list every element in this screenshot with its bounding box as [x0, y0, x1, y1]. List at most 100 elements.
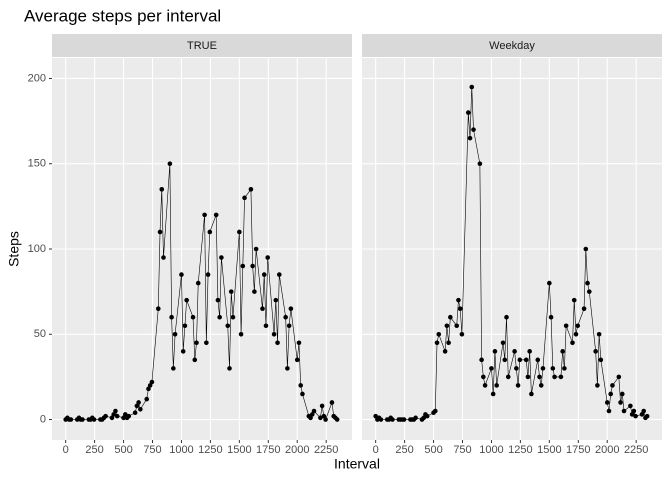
point: [621, 408, 627, 414]
point: [169, 314, 174, 320]
point: [238, 331, 244, 337]
point: [144, 396, 150, 402]
x-tick-label: 2250: [314, 444, 338, 456]
point: [562, 366, 567, 371]
point: [192, 357, 198, 363]
point: [442, 349, 448, 354]
point: [250, 263, 255, 269]
point: [548, 314, 554, 320]
point: [459, 331, 465, 337]
point: [479, 357, 484, 363]
point: [263, 323, 269, 329]
point: [219, 255, 224, 260]
point: [205, 272, 211, 277]
y-tick-label: 100: [28, 243, 46, 255]
point: [457, 306, 463, 311]
point: [618, 400, 623, 405]
point: [261, 272, 267, 277]
point: [538, 383, 544, 388]
x-tick-label: 250: [85, 444, 103, 456]
point: [121, 415, 126, 421]
point: [593, 349, 598, 354]
point: [482, 383, 488, 388]
point: [283, 314, 288, 320]
point: [432, 408, 438, 414]
point: [179, 272, 184, 277]
point: [296, 340, 302, 346]
point: [138, 407, 143, 412]
x-tick-label: 1500: [227, 444, 251, 456]
point: [644, 413, 650, 419]
point: [540, 366, 546, 371]
point: [504, 314, 509, 320]
point: [225, 323, 231, 329]
facet-label: TRUE: [187, 40, 217, 52]
point: [448, 314, 453, 320]
point: [467, 135, 473, 141]
point: [237, 229, 242, 235]
x-tick-label: 1500: [537, 444, 561, 456]
point: [286, 323, 292, 329]
x-axis-label: Interval: [334, 456, 380, 472]
point: [573, 331, 579, 337]
point: [298, 383, 304, 388]
point: [202, 212, 207, 218]
point: [527, 349, 532, 354]
point: [490, 391, 496, 397]
point: [494, 383, 499, 388]
point: [161, 255, 166, 260]
point: [629, 412, 635, 417]
point: [180, 349, 186, 354]
point: [134, 403, 140, 409]
point: [253, 246, 259, 252]
point: [228, 289, 234, 294]
x-tick-label: 2000: [595, 444, 619, 456]
point: [318, 415, 323, 421]
point: [529, 391, 534, 397]
point: [585, 280, 590, 286]
x-tick-label: 2000: [285, 444, 309, 456]
point: [604, 400, 610, 405]
point: [294, 357, 300, 363]
point: [276, 272, 282, 277]
point: [265, 255, 271, 260]
point: [505, 374, 511, 380]
point: [194, 340, 199, 346]
point: [401, 417, 407, 422]
point: [300, 391, 305, 397]
point: [512, 349, 517, 354]
point: [319, 403, 325, 409]
facet-strip: [52, 34, 352, 57]
point: [489, 366, 494, 371]
x-tick-label: 1750: [256, 444, 280, 456]
point: [288, 306, 294, 311]
point: [334, 417, 340, 422]
point: [271, 331, 277, 337]
facet-strip: [362, 34, 662, 57]
point: [454, 323, 460, 329]
point: [91, 417, 97, 422]
point: [571, 297, 577, 303]
point: [122, 412, 128, 417]
point: [608, 391, 614, 397]
point: [639, 412, 645, 417]
point: [309, 412, 315, 417]
point: [207, 229, 213, 235]
x-tick-label: 1750: [566, 444, 590, 456]
point: [80, 417, 85, 422]
point: [424, 413, 430, 419]
chart-title: Average steps per interval: [24, 6, 221, 25]
point: [103, 413, 108, 419]
point: [149, 379, 155, 385]
point: [157, 229, 163, 235]
point: [204, 340, 209, 346]
point: [132, 410, 138, 416]
point: [517, 357, 523, 363]
point: [113, 408, 118, 414]
x-tick-label: 0: [373, 444, 379, 456]
point: [171, 366, 176, 371]
point: [252, 289, 257, 294]
point: [563, 323, 569, 329]
x-tick-label: 500: [114, 444, 132, 456]
